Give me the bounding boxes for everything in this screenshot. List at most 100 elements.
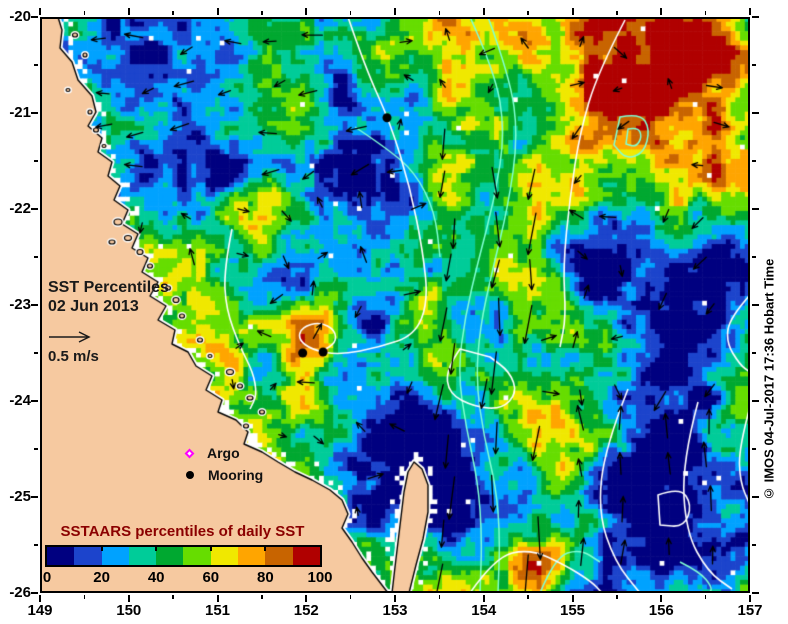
map-title-date: 02 Jun 2013	[48, 298, 139, 315]
axis-tick	[261, 595, 263, 599]
y-tick-label: -22	[9, 200, 31, 217]
colorbar-labels: 0 20 40 60 80 100	[43, 569, 333, 586]
colorbar-segment	[74, 547, 102, 565]
x-tick-label: 155	[559, 602, 586, 619]
axis-tick	[305, 595, 308, 602]
axis-tick	[83, 595, 86, 599]
colorbar-title: SSTAARS percentiles of daily SST	[60, 523, 305, 540]
axis-tick	[482, 595, 485, 602]
colorbar-segment	[238, 547, 266, 565]
axis-tick	[305, 8, 308, 15]
argo-diamond-icon	[184, 448, 195, 458]
colorbar-tick	[264, 545, 267, 551]
velocity-scale-label: 0.5 m/s	[48, 348, 99, 365]
colorbar-segment	[156, 547, 184, 565]
axis-tick	[752, 208, 759, 210]
axis-tick	[31, 16, 38, 18]
colorbar-segment	[101, 547, 129, 565]
axis-tick	[216, 595, 219, 602]
y-tick-label: -24	[9, 392, 31, 409]
map-title: SST Percentiles 02 Jun 2013	[48, 278, 169, 316]
colorbar-tick-label: 20	[93, 569, 110, 586]
velocity-scale-arrow-icon	[49, 331, 91, 343]
axis-tick	[704, 595, 707, 599]
colorbar-tick	[155, 545, 158, 551]
axis-tick	[527, 595, 529, 599]
axis-tick	[31, 592, 38, 594]
axis-tick	[752, 64, 756, 66]
axis-tick	[172, 595, 174, 599]
y-tick-label: -26	[9, 584, 31, 601]
axis-tick	[31, 496, 38, 498]
axis-tick	[34, 544, 38, 546]
axis-tick	[394, 8, 396, 15]
y-tick-label: -23	[9, 296, 31, 313]
axis-tick	[34, 448, 38, 450]
map-title-line1: SST Percentiles	[48, 279, 169, 296]
colorbar-tick-label: 100	[307, 569, 333, 586]
axis-tick	[34, 64, 38, 66]
x-tick-label: 153	[382, 602, 408, 619]
axis-tick	[752, 496, 759, 498]
legend-row-argo: Argo	[184, 442, 263, 464]
colorbar-tick-label: 60	[202, 569, 220, 586]
colorbar	[45, 545, 322, 567]
axis-tick	[482, 8, 485, 15]
axis-tick	[616, 11, 618, 15]
colorbar-segment	[47, 547, 75, 565]
axis-tick	[749, 8, 751, 15]
axis-tick	[749, 595, 751, 602]
axis-tick	[660, 8, 663, 15]
colorbar-tick-label: 80	[257, 569, 274, 586]
axis-tick	[571, 8, 574, 15]
axis-tick	[752, 304, 759, 306]
mooring-label: Mooring	[208, 467, 264, 483]
y-tick-label: -25	[9, 488, 31, 505]
colorbar-segment	[128, 547, 157, 565]
axis-tick	[752, 544, 756, 546]
copyright-watermark: © IMOS 04-Jul-2017 17:36 Hobart Time	[761, 258, 777, 502]
colorbar-tick-label: 40	[147, 569, 165, 586]
colorbar-segment	[183, 547, 211, 565]
axis-tick	[349, 11, 352, 15]
axis-tick	[752, 352, 756, 354]
axis-tick	[31, 304, 38, 306]
y-tick-label: -20	[9, 8, 31, 25]
mooring-dot-icon	[186, 471, 194, 479]
axis-tick	[752, 160, 756, 162]
x-tick-label: 149	[27, 602, 53, 619]
axis-tick	[83, 11, 86, 15]
axis-tick	[31, 400, 38, 402]
axis-tick	[616, 595, 618, 599]
colorbar-tick-label: 0	[42, 569, 52, 586]
axis-tick	[34, 160, 38, 162]
axis-tick	[752, 16, 759, 18]
map-legend: Argo Mooring	[184, 442, 264, 486]
axis-tick	[216, 8, 219, 15]
x-tick-label: 151	[204, 602, 231, 619]
colorbar-tick	[100, 545, 103, 551]
y-tick-label: -21	[9, 104, 31, 121]
axis-tick	[349, 595, 352, 599]
colorbar-segment	[265, 547, 293, 565]
colorbar-segment	[210, 547, 239, 565]
argo-label: Argo	[207, 445, 240, 461]
axis-tick	[34, 352, 38, 354]
axis-tick	[31, 208, 38, 210]
axis-tick	[438, 11, 441, 15]
x-tick-label: 157	[737, 602, 763, 619]
x-tick-label: 154	[471, 602, 497, 619]
axis-tick	[39, 595, 41, 602]
axis-tick	[752, 112, 759, 114]
axis-tick	[172, 11, 174, 15]
axis-tick	[127, 8, 130, 15]
axis-tick	[31, 112, 38, 114]
map-canvas	[40, 17, 750, 593]
axis-tick	[261, 11, 263, 15]
axis-tick	[438, 595, 441, 599]
axis-tick	[39, 8, 41, 15]
axis-tick	[394, 595, 396, 602]
axis-tick	[34, 256, 38, 258]
axis-tick	[704, 11, 707, 15]
